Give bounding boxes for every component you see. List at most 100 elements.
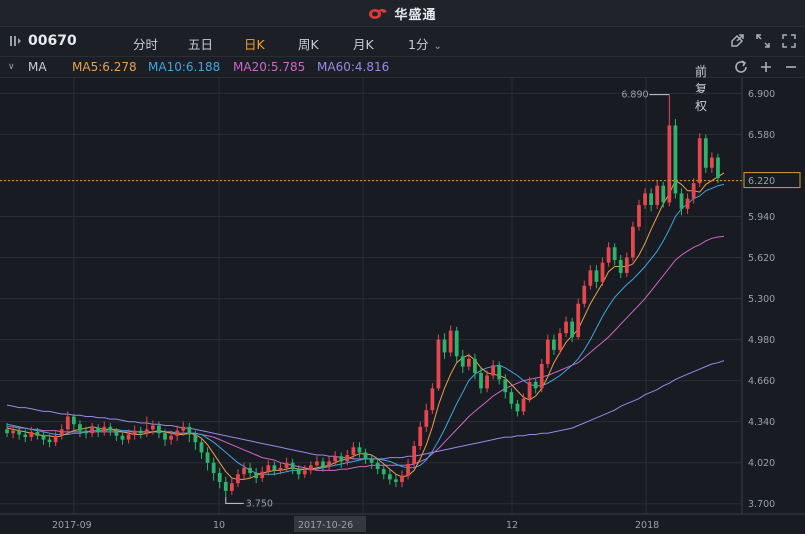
candle [236, 469, 240, 488]
candle-body [710, 157, 714, 168]
fullscreen-icon[interactable] [781, 33, 797, 49]
date-tick-label: 10 [213, 520, 225, 531]
candle-body [23, 434, 28, 438]
candle [673, 119, 678, 199]
date-tick-label: 2017-10-26 [298, 520, 353, 531]
candle-body [460, 356, 465, 367]
candle-body [703, 138, 708, 168]
candle [181, 421, 186, 436]
tab-intraday[interactable]: 分时 [133, 37, 159, 52]
candle-body [90, 428, 94, 434]
chevron-down-icon: ⌄ [433, 41, 442, 52]
candle-body [150, 425, 155, 430]
candle-body [217, 472, 222, 482]
date-tick-label: 12 [506, 520, 518, 531]
tab-weekly-k[interactable]: 周K [298, 37, 319, 52]
candle-body [558, 333, 562, 350]
candle [23, 429, 28, 443]
candle-body [570, 321, 575, 338]
candle [71, 413, 76, 431]
candle-body [539, 363, 544, 389]
candle-body [533, 381, 538, 389]
ma60-value: MA60:4.816 [317, 60, 390, 74]
ma-bar: ∨ MA MA5:6.278 MA10:6.188 MA20:5.785 MA6… [0, 57, 805, 113]
candle [576, 298, 581, 340]
candle [394, 474, 398, 488]
candle-body [667, 125, 672, 203]
candle [460, 349, 465, 373]
candle [199, 438, 204, 459]
candle [102, 421, 107, 436]
candle [272, 461, 277, 476]
share-icon[interactable] [729, 33, 745, 49]
candle [564, 316, 568, 338]
sidebar-toggle-icon[interactable] [8, 34, 22, 48]
candle-body [47, 439, 52, 443]
candle-body [157, 425, 161, 434]
price-tick-label: 4.660 [748, 376, 775, 387]
candle [509, 388, 514, 409]
candle-body [229, 483, 234, 491]
candle-body [187, 426, 192, 435]
tab-minute-select[interactable]: 1分 ⌄ [408, 34, 442, 53]
candle [643, 188, 647, 209]
candle [157, 421, 161, 439]
price-tick-label: 5.620 [748, 253, 775, 264]
candle-body [564, 321, 568, 334]
candle-body [631, 226, 635, 258]
tab-daily-k[interactable]: 日K [244, 37, 265, 52]
candle [479, 367, 483, 394]
candle [169, 430, 173, 445]
candlestick-chart[interactable]: 6.900 6.580 6.220 5.940 5.620 5.300 4.980 4.660… [0, 78, 805, 534]
candle-body [17, 430, 22, 435]
candle-body [697, 138, 702, 184]
candle-body [624, 257, 629, 273]
candle-body [436, 339, 441, 389]
tab-monthly-k[interactable]: 月K [353, 37, 374, 52]
candle-body [71, 416, 76, 425]
candle-body [545, 339, 550, 364]
refresh-icon[interactable] [733, 59, 749, 75]
candle [193, 430, 198, 450]
candle [570, 317, 575, 343]
candle [78, 420, 82, 438]
collapse-chevron-icon[interactable]: ∨ [8, 62, 15, 72]
candle [631, 221, 635, 262]
candle [424, 403, 429, 432]
candle-body [552, 339, 556, 350]
candle [120, 431, 125, 445]
candle [381, 465, 386, 480]
candle-body [679, 193, 684, 209]
candle-body [339, 456, 344, 462]
candle-body [65, 416, 70, 430]
candle-body [521, 398, 526, 412]
candle-body [102, 426, 107, 432]
candle [624, 252, 629, 277]
minus-icon[interactable] [783, 59, 799, 75]
candle [290, 458, 295, 475]
tab-five-day[interactable]: 五日 [188, 37, 214, 52]
candle-body [59, 429, 64, 436]
plus-icon[interactable] [758, 59, 774, 75]
candle-body [649, 193, 654, 205]
candle [217, 467, 222, 489]
candle [418, 421, 423, 450]
candle-body [412, 446, 417, 464]
candle-body [5, 429, 9, 434]
candle [211, 457, 216, 481]
candle-body [296, 469, 301, 475]
candle-body [333, 456, 338, 462]
candle [533, 378, 538, 394]
candle-body [497, 365, 502, 380]
expand-icon[interactable] [755, 33, 771, 49]
candle [205, 447, 210, 471]
candle-body [387, 474, 392, 480]
price-tick-label: 6.580 [748, 130, 775, 141]
chevron-down-icon: ∨ [699, 63, 706, 73]
price-tick-label: 5.300 [748, 294, 775, 305]
candle-body [211, 462, 216, 473]
low-marker-label: 3.750 [246, 498, 273, 509]
price-tick-label: 5.940 [748, 212, 775, 223]
candle-body [236, 474, 240, 484]
candle-body [454, 330, 459, 357]
